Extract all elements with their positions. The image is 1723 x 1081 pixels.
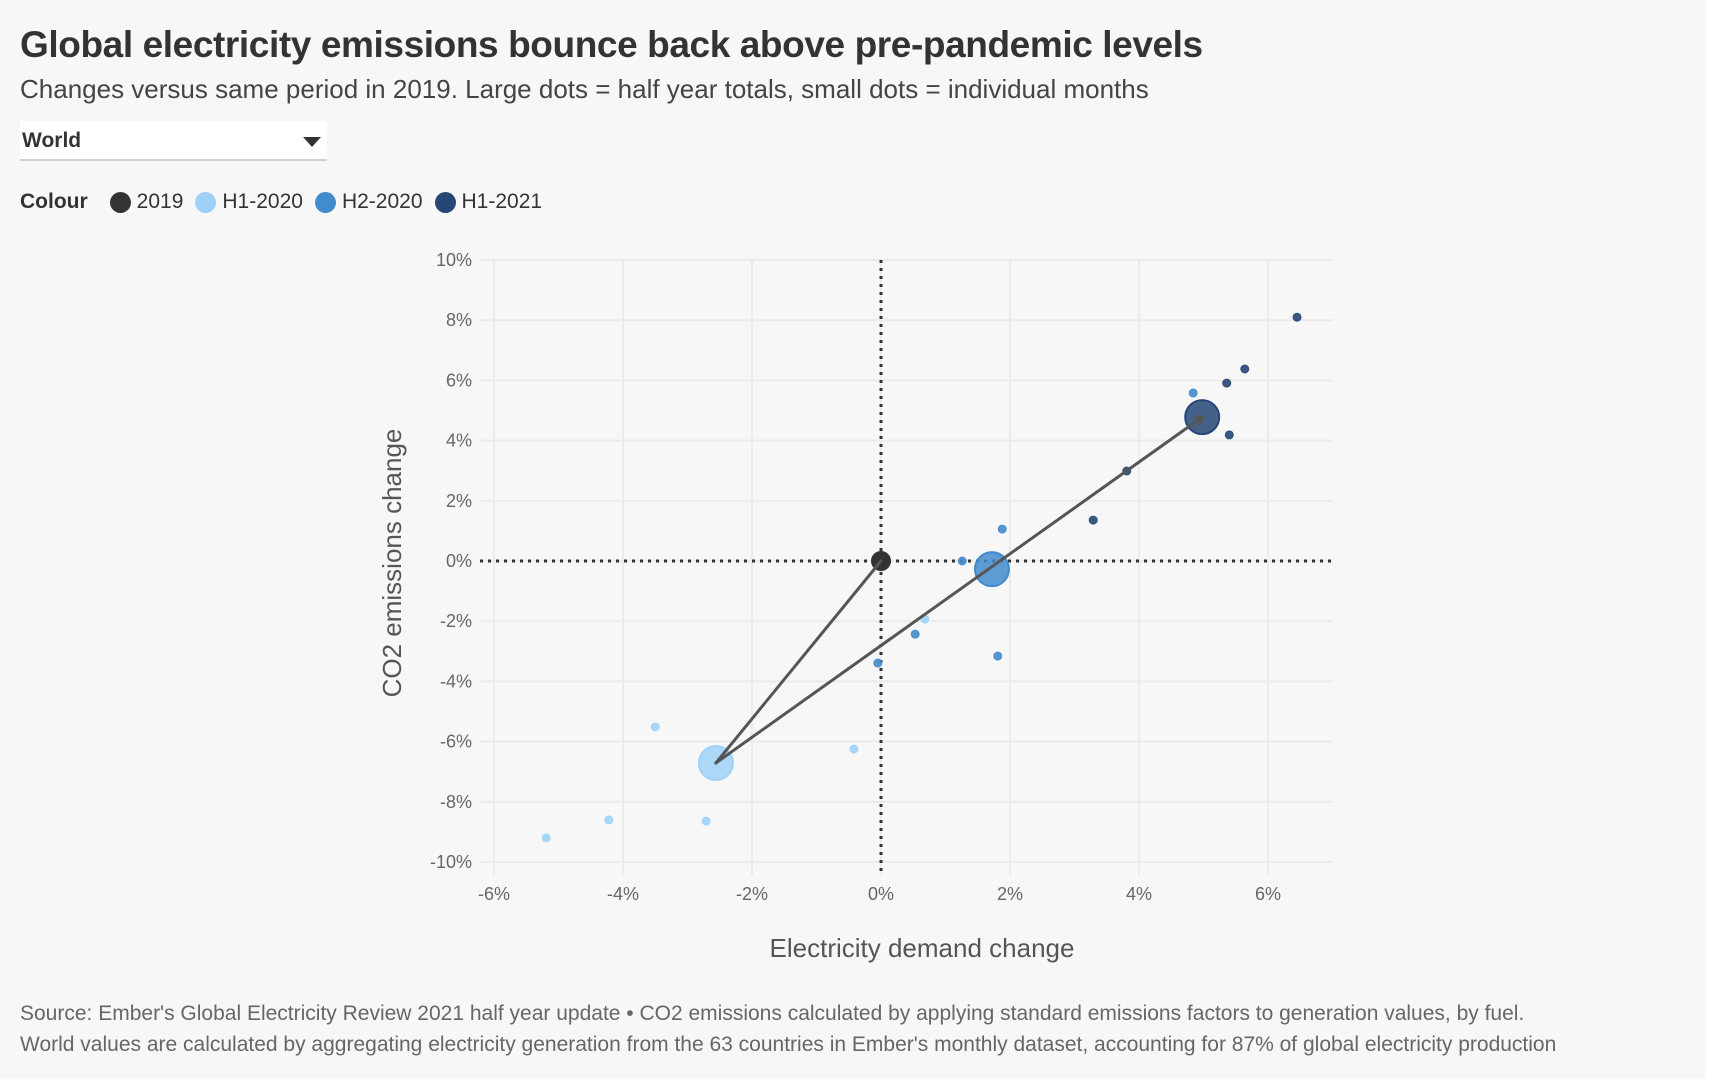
caret-down-icon: [303, 137, 321, 147]
x-axis-title: Electricity demand change: [770, 933, 1075, 963]
legend-item-h1-2020[interactable]: H1-2020: [195, 190, 303, 214]
legend-swatch-icon: [314, 191, 336, 213]
y-tick-label: 10%: [436, 250, 472, 270]
source-line-1: Source: Ember's Global Electricity Revie…: [20, 1002, 1525, 1025]
month-dot: [604, 815, 614, 825]
x-tick-label: -2%: [736, 884, 768, 904]
y-tick-label: -2%: [440, 611, 472, 631]
y-tick-label: 0%: [446, 551, 472, 571]
month-dot: [849, 744, 859, 754]
reference-lines: [480, 260, 1333, 872]
month-dot: [993, 651, 1003, 661]
chart-subtitle: Changes versus same period in 2019. Larg…: [20, 74, 1149, 104]
x-tick-label: -4%: [607, 884, 639, 904]
legend-item-label: H1-2021: [461, 190, 543, 213]
x-tick-label: 6%: [1255, 884, 1281, 904]
legend-item-h1-2021[interactable]: H1-2021: [434, 190, 543, 214]
y-axis-ticks: -10% -8% -6% -4% -2% 0% 2% 4% 6% 8% 10%: [430, 250, 472, 872]
y-tick-label: -6%: [440, 732, 472, 752]
month-dot: [1224, 430, 1234, 440]
month-dot: [1088, 515, 1098, 525]
x-tick-label: 0%: [868, 884, 894, 904]
source-footer: Source: Ember's Global Electricity Revie…: [20, 998, 1556, 1060]
month-dot: [997, 524, 1007, 534]
trajectory-arrow: [714, 417, 1202, 765]
region-dropdown[interactable]: World: [20, 121, 327, 161]
month-dot: [1222, 378, 1232, 388]
x-tick-label: -6%: [478, 884, 510, 904]
y-axis-title: CO2 emissions change: [377, 429, 407, 698]
legend-item-2019[interactable]: 2019: [109, 190, 184, 214]
month-dot: [1292, 312, 1302, 322]
legend-item-label: 2019: [136, 190, 184, 213]
legend-label: Colour: [20, 190, 88, 213]
x-tick-label: 4%: [1126, 884, 1152, 904]
legend-swatch-icon: [434, 191, 456, 213]
y-tick-label: 8%: [446, 310, 472, 330]
region-dropdown-value: World: [22, 129, 82, 152]
y-tick-label: -4%: [440, 671, 472, 691]
x-tick-label: 2%: [997, 884, 1023, 904]
color-legend: Colour 2019 H1-2020 H2-2020 H1-2021: [20, 188, 554, 216]
month-dot: [910, 629, 920, 639]
grid-lines: [480, 259, 1333, 875]
month-dot: [650, 722, 660, 732]
y-tick-label: -8%: [440, 792, 472, 812]
x-axis-ticks: -6% -4% -2% 0% 2% 4% 6%: [478, 884, 1281, 904]
month-dot: [1240, 364, 1250, 374]
month-dot: [701, 816, 711, 826]
y-tick-label: -10%: [430, 852, 472, 872]
legend-item-label: H2-2020: [341, 190, 423, 213]
scatter-chart: -10% -8% -6% -4% -2% 0% 2% 4% 6% 8% 10% -6% -4% -2% 0…: [377, 250, 1333, 963]
legend-item-label: H1-2020: [222, 190, 303, 213]
trajectory-arrow: [714, 559, 883, 765]
y-tick-label: 4%: [446, 431, 472, 451]
trajectory-arrows: [714, 417, 1202, 765]
source-line-2: World values are calculated by aggregati…: [20, 1033, 1557, 1056]
chart-title: Global electricity emissions bounce back…: [20, 24, 1203, 65]
y-tick-label: 2%: [446, 491, 472, 511]
y-tick-label: 6%: [446, 370, 472, 390]
legend-item-h2-2020[interactable]: H2-2020: [314, 190, 423, 214]
month-dot: [1188, 388, 1198, 398]
month-dot: [957, 556, 967, 566]
data-points: [541, 312, 1302, 843]
legend-swatch-icon: [109, 191, 131, 213]
month-dot: [873, 658, 883, 668]
legend-swatch-icon: [195, 191, 217, 213]
month-dot: [541, 833, 551, 843]
